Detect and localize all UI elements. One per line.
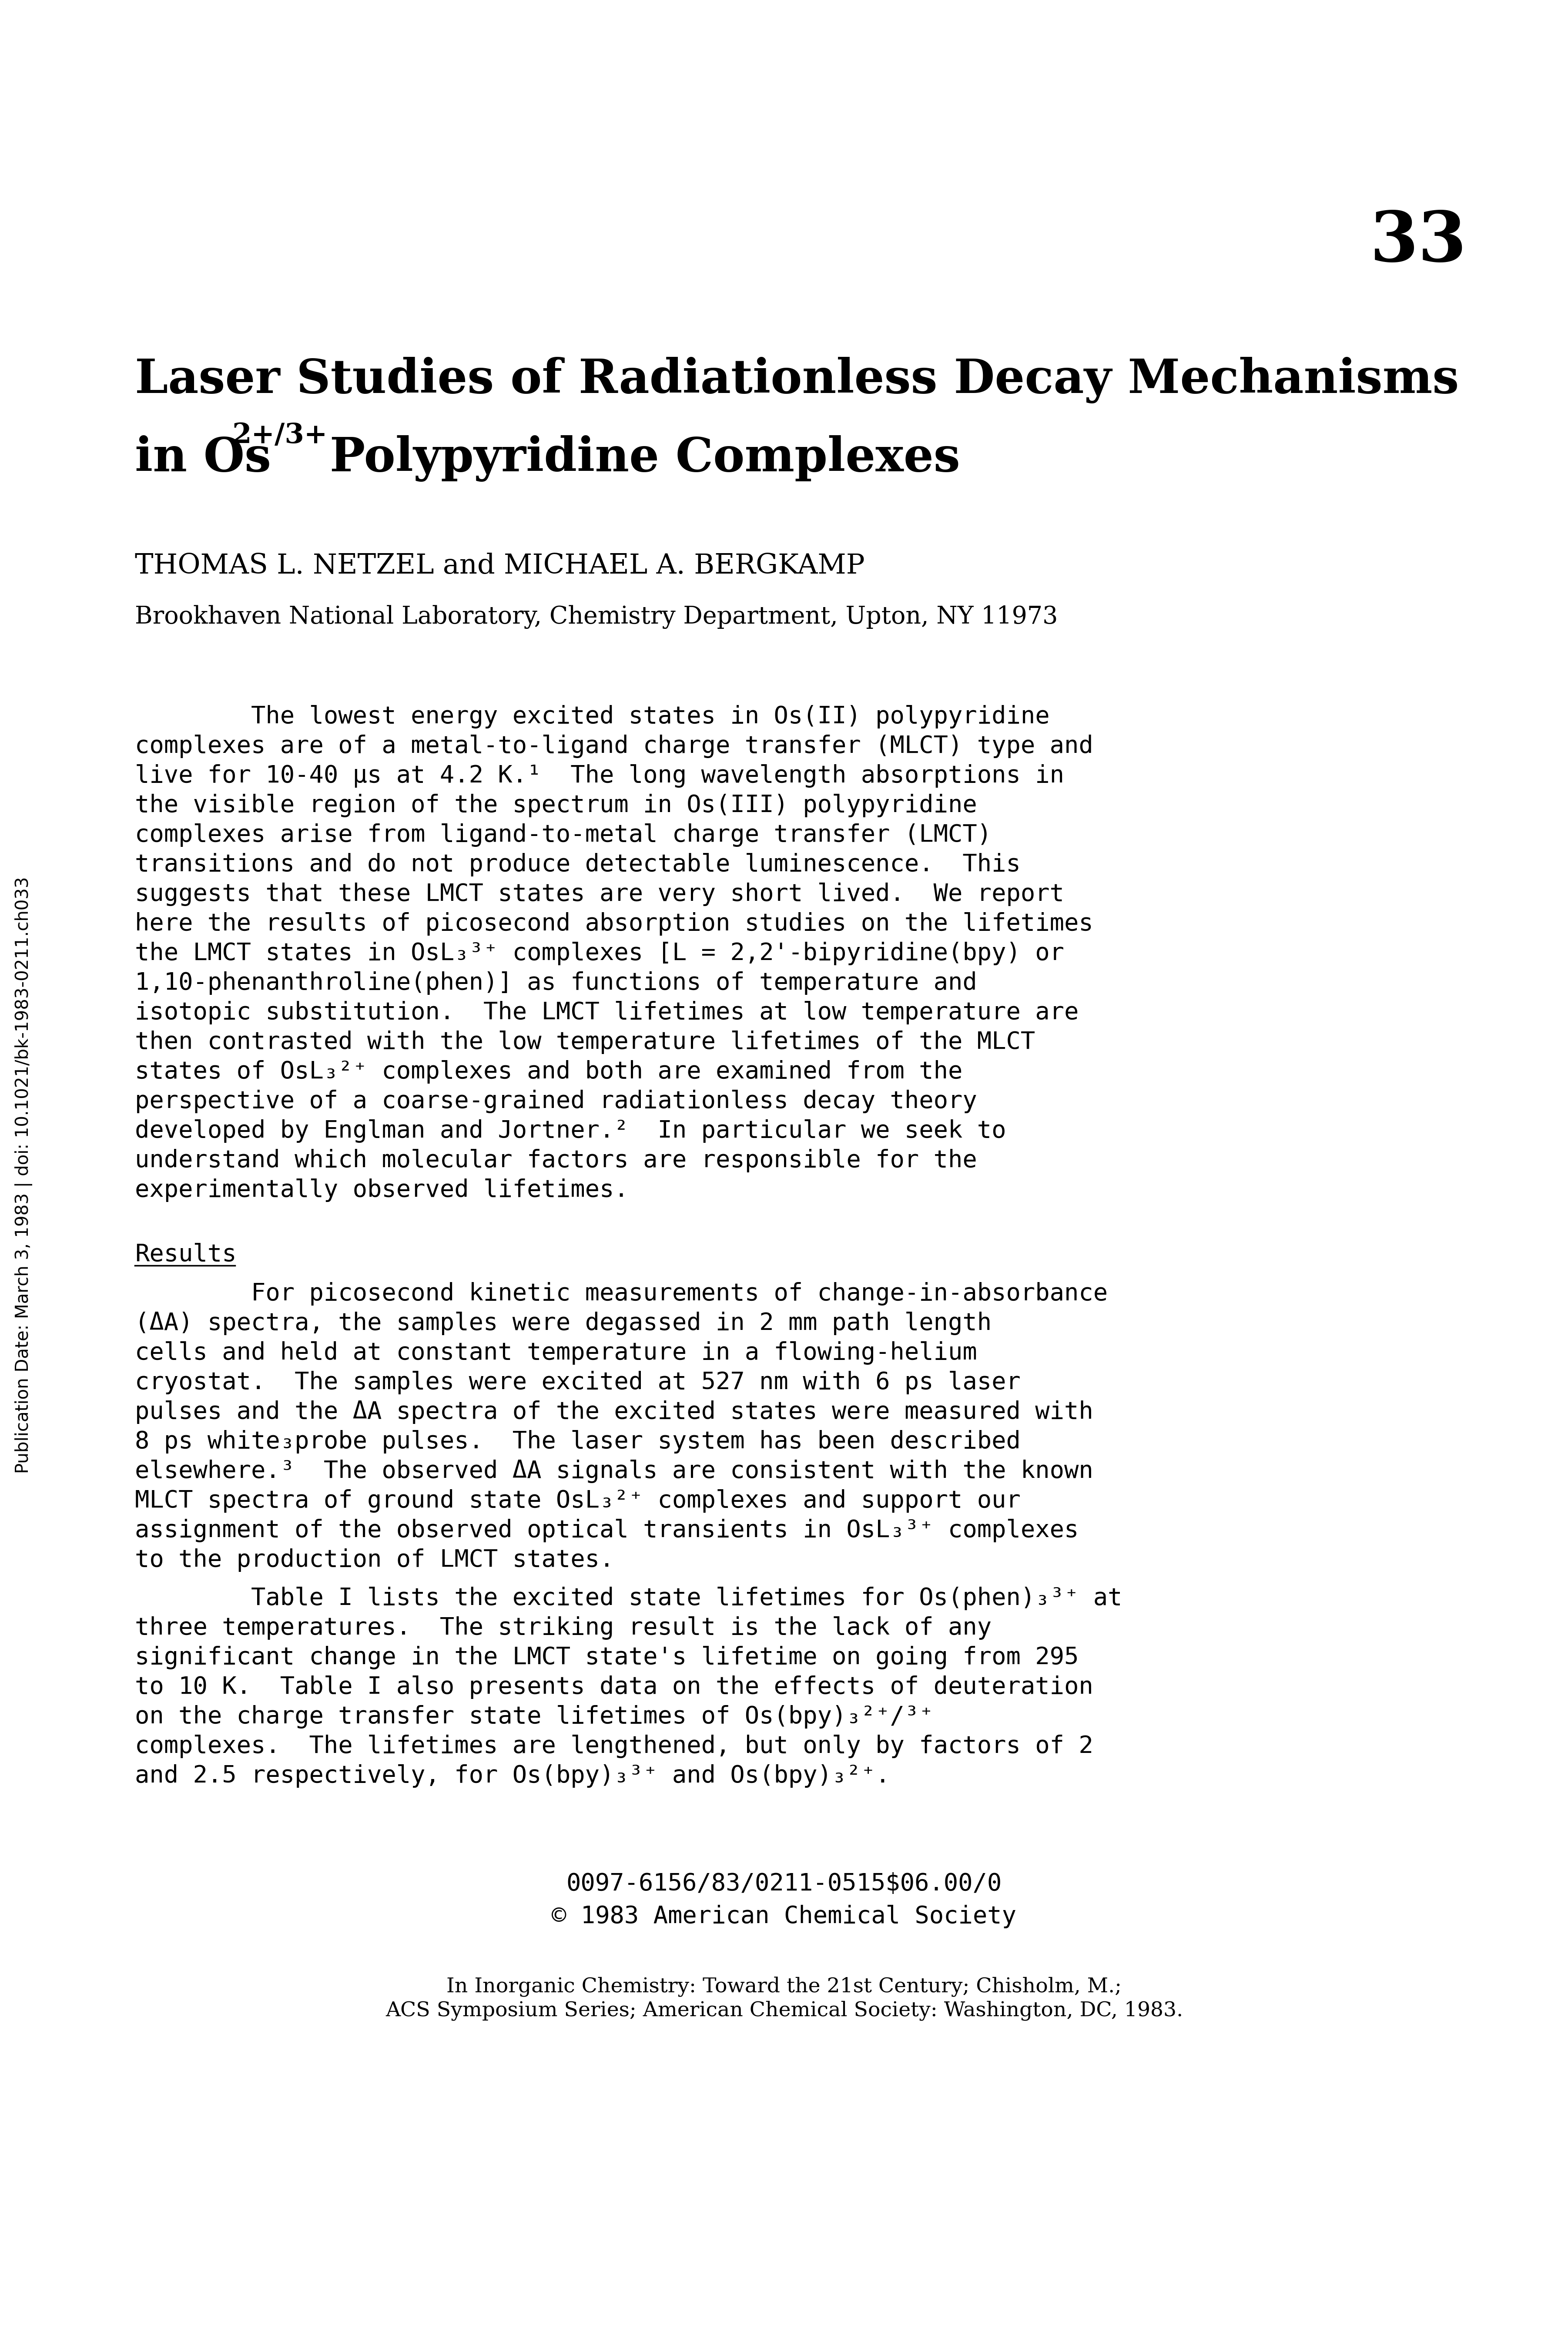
Text: Brookhaven National Laboratory, Chemistry Department, Upton, NY 11973: Brookhaven National Laboratory, Chemistr… [135, 604, 1057, 630]
Text: significant change in the LMCT state's lifetime on going from 295: significant change in the LMCT state's l… [135, 1645, 1079, 1668]
Text: the visible region of the spectrum in Os(III) polypyridine: the visible region of the spectrum in Os… [135, 794, 977, 818]
Text: 2+/3+: 2+/3+ [232, 423, 328, 449]
Text: transitions and do not produce detectable luminescence.  This: transitions and do not produce detectabl… [135, 853, 1021, 877]
Text: complexes arise from ligand-to-metal charge transfer (LMCT): complexes arise from ligand-to-metal cha… [135, 822, 991, 846]
Text: live for 10-40 μs at 4.2 K.¹  The long wavelength absorptions in: live for 10-40 μs at 4.2 K.¹ The long wa… [135, 764, 1065, 787]
Text: developed by Englman and Jortner.²  In particular we seek to: developed by Englman and Jortner.² In pa… [135, 1119, 1005, 1142]
Text: to the production of LMCT states.: to the production of LMCT states. [135, 1549, 615, 1572]
Text: on the charge transfer state lifetimes of Os(bpy)₃²⁺/³⁺: on the charge transfer state lifetimes o… [135, 1706, 933, 1730]
Text: cells and held at constant temperature in a flowing-helium: cells and held at constant temperature i… [135, 1342, 977, 1365]
Text: Results: Results [135, 1243, 237, 1267]
Text: perspective of a coarse-grained radiationless decay theory: perspective of a coarse-grained radiatio… [135, 1090, 977, 1114]
Text: Publication Date: March 3, 1983 | doi: 10.1021/bk-1983-0211.ch033: Publication Date: March 3, 1983 | doi: 1… [16, 877, 33, 1473]
Text: experimentally observed lifetimes.: experimentally observed lifetimes. [135, 1177, 629, 1201]
Text: then contrasted with the low temperature lifetimes of the MLCT: then contrasted with the low temperature… [135, 1032, 1035, 1055]
Text: suggests that these LMCT states are very short lived.  We report: suggests that these LMCT states are very… [135, 884, 1065, 907]
Text: the LMCT states in OsL₃³⁺ complexes [L = 2,2'-bipyridine(bpy) or: the LMCT states in OsL₃³⁺ complexes [L =… [135, 942, 1065, 966]
Text: here the results of picosecond absorption studies on the lifetimes: here the results of picosecond absorptio… [135, 912, 1093, 935]
Text: pulses and the ΔA spectra of the excited states were measured with: pulses and the ΔA spectra of the excited… [135, 1401, 1093, 1424]
Text: cryostat.  The samples were excited at 527 nm with 6 ps laser: cryostat. The samples were excited at 52… [135, 1370, 1021, 1394]
Text: isotopic substitution.  The LMCT lifetimes at low temperature are: isotopic substitution. The LMCT lifetime… [135, 1001, 1079, 1025]
Text: to 10 K.  Table I also presents data on the effects of deuteration: to 10 K. Table I also presents data on t… [135, 1676, 1093, 1699]
Text: For picosecond kinetic measurements of change-in-absorbance: For picosecond kinetic measurements of c… [135, 1283, 1107, 1307]
Text: (ΔA) spectra, the samples were degassed in 2 mm path length: (ΔA) spectra, the samples were degassed … [135, 1311, 991, 1335]
Text: The lowest energy excited states in Os(II) polypyridine: The lowest energy excited states in Os(I… [135, 705, 1049, 728]
Text: 0097-6156/83/0211-0515$06.00/0: 0097-6156/83/0211-0515$06.00/0 [566, 1873, 1002, 1896]
Text: understand which molecular factors are responsible for the: understand which molecular factors are r… [135, 1149, 977, 1173]
Text: Polypyridine Complexes: Polypyridine Complexes [314, 435, 960, 482]
Text: Laser Studies of Radiationless Decay Mechanisms: Laser Studies of Radiationless Decay Mec… [135, 357, 1458, 404]
Text: Table I lists the excited state lifetimes for Os(phen)₃³⁺ at: Table I lists the excited state lifetime… [135, 1586, 1123, 1610]
Text: 1,10-phenanthroline(phen)] as functions of temperature and: 1,10-phenanthroline(phen)] as functions … [135, 971, 977, 994]
Text: states of OsL₃²⁺ complexes and both are examined from the: states of OsL₃²⁺ complexes and both are … [135, 1060, 963, 1083]
Text: © 1983 American Chemical Society: © 1983 American Chemical Society [552, 1906, 1016, 1929]
Text: In Inorganic Chemistry: Toward the 21st Century; Chisholm, M.;: In Inorganic Chemistry: Toward the 21st … [447, 1976, 1121, 1998]
Text: ACS Symposium Series; American Chemical Society: Washington, DC, 1983.: ACS Symposium Series; American Chemical … [386, 2000, 1182, 2021]
Text: complexes are of a metal-to-ligand charge transfer (MLCT) type and: complexes are of a metal-to-ligand charg… [135, 736, 1093, 759]
Text: three temperatures.  The striking result is the lack of any: three temperatures. The striking result … [135, 1617, 991, 1640]
Text: THOMAS L. NETZEL and MICHAEL A. BERGKAMP: THOMAS L. NETZEL and MICHAEL A. BERGKAMP [135, 552, 864, 578]
Text: and 2.5 respectively, for Os(bpy)₃³⁺ and Os(bpy)₃²⁺.: and 2.5 respectively, for Os(bpy)₃³⁺ and… [135, 1765, 889, 1788]
Text: assignment of the observed optical transients in OsL₃³⁺ complexes: assignment of the observed optical trans… [135, 1518, 1079, 1542]
Text: elsewhere.³  The observed ΔA signals are consistent with the known: elsewhere.³ The observed ΔA signals are … [135, 1459, 1093, 1483]
Text: 8 ps white₃probe pulses.  The laser system has been described: 8 ps white₃probe pulses. The laser syste… [135, 1431, 1021, 1455]
Text: in Os: in Os [135, 435, 271, 482]
Text: 33: 33 [1369, 209, 1466, 275]
Text: MLCT spectra of ground state OsL₃²⁺ complexes and support our: MLCT spectra of ground state OsL₃²⁺ comp… [135, 1490, 1021, 1513]
Text: complexes.  The lifetimes are lengthened, but only by factors of 2: complexes. The lifetimes are lengthened,… [135, 1734, 1093, 1758]
